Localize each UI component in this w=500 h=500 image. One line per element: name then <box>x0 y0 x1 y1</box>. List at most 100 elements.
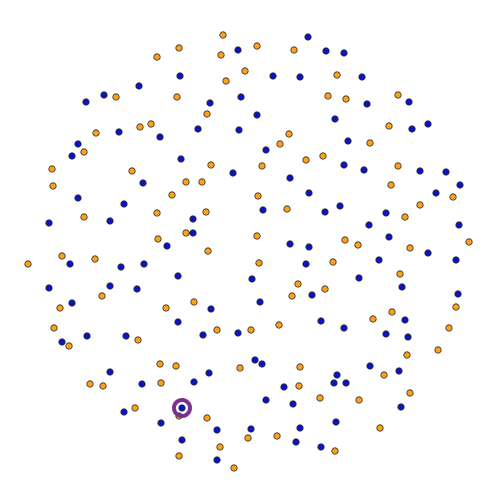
dot-16[interactable] <box>358 73 366 81</box>
dot-116[interactable] <box>66 260 74 268</box>
dot-7[interactable] <box>322 47 330 55</box>
dot-112[interactable] <box>140 260 148 268</box>
dot-74[interactable] <box>120 200 128 208</box>
dot-105[interactable] <box>465 238 473 246</box>
dot-185[interactable] <box>355 396 363 404</box>
dot-189[interactable] <box>131 404 139 412</box>
dot-18[interactable] <box>222 77 230 85</box>
dot-60[interactable] <box>394 162 402 170</box>
dot-17[interactable] <box>135 82 143 90</box>
dot-80[interactable] <box>202 208 210 216</box>
dot-64[interactable] <box>139 179 147 187</box>
dot-191[interactable] <box>157 419 165 427</box>
dot-152[interactable] <box>83 332 91 340</box>
dot-186[interactable] <box>406 389 414 397</box>
dot-131[interactable] <box>133 285 141 293</box>
dot-122[interactable] <box>355 274 363 282</box>
dot-20[interactable] <box>112 93 120 101</box>
dot-140[interactable] <box>388 308 396 316</box>
dot-46[interactable] <box>74 140 82 148</box>
dot-147[interactable] <box>213 326 221 334</box>
dot-9[interactable] <box>153 53 161 61</box>
dot-158[interactable] <box>404 333 412 341</box>
dot-97[interactable] <box>286 240 294 248</box>
dot-32[interactable] <box>331 115 339 123</box>
dot-169[interactable] <box>205 369 213 377</box>
dot-127[interactable] <box>256 298 264 306</box>
dot-69[interactable] <box>254 192 262 200</box>
dot-113[interactable] <box>117 263 125 271</box>
dot-2[interactable] <box>304 33 312 41</box>
dot-75[interactable] <box>168 191 176 199</box>
dot-139[interactable] <box>401 316 409 324</box>
dot-187[interactable] <box>397 403 405 411</box>
dot-161[interactable] <box>395 367 403 375</box>
dot-200[interactable] <box>216 443 224 451</box>
dot-73[interactable] <box>74 194 82 202</box>
dot-21[interactable] <box>173 93 181 101</box>
dot-173[interactable] <box>106 368 114 376</box>
dot-22[interactable] <box>206 99 214 107</box>
dot-56[interactable] <box>229 169 237 177</box>
dot-138[interactable] <box>452 303 460 311</box>
dot-155[interactable] <box>65 342 73 350</box>
dot-179[interactable] <box>330 379 338 387</box>
dot-144[interactable] <box>275 321 283 329</box>
dot-91[interactable] <box>45 219 53 227</box>
dot-66[interactable] <box>198 178 206 186</box>
dot-39[interactable] <box>285 130 293 138</box>
dot-165[interactable] <box>296 363 304 371</box>
dot-163[interactable] <box>366 362 374 370</box>
dot-108[interactable] <box>329 258 337 266</box>
dot-35[interactable] <box>147 120 155 128</box>
dot-50[interactable] <box>319 152 327 160</box>
dot-86[interactable] <box>382 209 390 217</box>
dot-23[interactable] <box>237 93 245 101</box>
dot-102[interactable] <box>406 244 414 252</box>
dot-121[interactable] <box>398 283 406 291</box>
dot-90[interactable] <box>80 213 88 221</box>
dot-129[interactable] <box>190 298 198 306</box>
dot-5[interactable] <box>253 42 261 50</box>
dot-12[interactable] <box>241 67 249 75</box>
dot-194[interactable] <box>247 425 255 433</box>
dot-205[interactable] <box>175 452 183 460</box>
dot-26[interactable] <box>363 100 371 108</box>
dot-128[interactable] <box>207 305 215 313</box>
dot-119[interactable] <box>248 275 256 283</box>
dot-201[interactable] <box>244 434 252 442</box>
dot-182[interactable] <box>262 396 270 404</box>
dot-204[interactable] <box>331 447 339 455</box>
dot-199[interactable] <box>178 436 186 444</box>
dot-157[interactable] <box>382 330 390 338</box>
dot-196[interactable] <box>296 424 304 432</box>
dot-117[interactable] <box>24 260 32 268</box>
dot-44[interactable] <box>424 120 432 128</box>
dot-177[interactable] <box>157 379 165 387</box>
dot-58[interactable] <box>340 161 348 169</box>
dot-174[interactable] <box>99 382 107 390</box>
dot-151[interactable] <box>122 332 130 340</box>
dot-162[interactable] <box>380 371 388 379</box>
dot-10[interactable] <box>217 51 225 59</box>
dot-175[interactable] <box>86 380 94 388</box>
dot-79[interactable] <box>259 206 267 214</box>
dot-141[interactable] <box>369 315 377 323</box>
dot-207[interactable] <box>230 464 238 472</box>
dot-99[interactable] <box>341 236 349 244</box>
dot-135[interactable] <box>56 304 64 312</box>
dot-61[interactable] <box>416 167 424 175</box>
dot-167[interactable] <box>251 356 259 364</box>
dot-65[interactable] <box>182 178 190 186</box>
dot-45[interactable] <box>366 139 374 147</box>
dot-43[interactable] <box>408 125 416 133</box>
dot-6[interactable] <box>290 46 298 54</box>
dot-184[interactable] <box>289 400 297 408</box>
dot-115[interactable] <box>58 252 66 260</box>
dot-136[interactable] <box>45 284 53 292</box>
dot-25[interactable] <box>342 95 350 103</box>
dot-13[interactable] <box>269 72 277 80</box>
dot-107[interactable] <box>375 256 383 264</box>
dot-106[interactable] <box>452 256 460 264</box>
